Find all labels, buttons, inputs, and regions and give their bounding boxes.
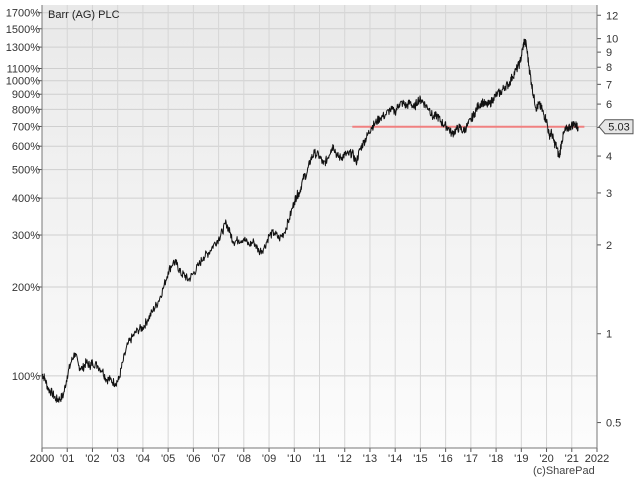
left-tick-label: 700% bbox=[12, 121, 40, 133]
left-tick-label: 1500% bbox=[6, 24, 40, 36]
left-tick-label: 200% bbox=[12, 282, 40, 294]
x-tick-label: '05 bbox=[161, 453, 175, 465]
grid bbox=[41, 5, 598, 448]
badge-shape bbox=[598, 119, 634, 135]
right-tick-label: 1 bbox=[606, 329, 612, 341]
x-tick-label: '18 bbox=[489, 453, 503, 465]
left-tick-label: 1000% bbox=[6, 76, 40, 88]
x-tick-label: '15 bbox=[413, 453, 427, 465]
x-tick-label: '12 bbox=[338, 453, 352, 465]
left-axis: 100% 200% 300% 400% 500% 600% 700% 800% 900%1000… bbox=[6, 5, 43, 448]
x-tick-label: '16 bbox=[438, 453, 452, 465]
left-tick-label: 600% bbox=[12, 141, 40, 153]
chart-title: Barr (AG) PLC bbox=[48, 9, 120, 21]
x-tick-label: 2000 bbox=[30, 453, 54, 465]
left-tick-label: 400% bbox=[12, 193, 40, 205]
left-tick-label: 1300% bbox=[6, 42, 40, 54]
x-tick-label: '19 bbox=[514, 453, 528, 465]
right-tick-label: 2 bbox=[606, 240, 612, 252]
x-tick-label: '01 bbox=[60, 453, 74, 465]
right-tick-label: 8 bbox=[606, 62, 612, 74]
right-axis: 0.51234567891012 bbox=[596, 5, 621, 448]
left-tick-label: 300% bbox=[12, 230, 40, 242]
right-tick-label: 4 bbox=[606, 151, 612, 163]
x-tick-label: '11 bbox=[313, 453, 327, 465]
x-tick-label: '10 bbox=[287, 453, 301, 465]
x-tick-label: '20 bbox=[539, 453, 553, 465]
right-tick-label: 12 bbox=[606, 10, 618, 22]
right-tick-label: 3 bbox=[606, 188, 612, 200]
left-tick-label: 100% bbox=[12, 371, 40, 383]
left-tick-label: 500% bbox=[12, 165, 40, 177]
right-tick-label: 9 bbox=[606, 47, 612, 59]
x-tick-label: '21 bbox=[565, 453, 579, 465]
left-tick-label: 800% bbox=[12, 104, 40, 116]
last-value-badge: 5.03 bbox=[598, 119, 634, 135]
x-tick-label: '17 bbox=[464, 453, 478, 465]
right-tick-label: 6 bbox=[606, 99, 612, 111]
x-tick-label: '04 bbox=[136, 453, 150, 465]
x-tick-label: '07 bbox=[211, 453, 225, 465]
right-tick-label: 10 bbox=[606, 34, 618, 46]
x-tick-label: '03 bbox=[111, 453, 125, 465]
x-tick-label: '09 bbox=[262, 453, 276, 465]
x-tick-label: '13 bbox=[363, 453, 377, 465]
right-tick-label: 7 bbox=[606, 79, 612, 91]
badge-label: 5.03 bbox=[608, 122, 629, 134]
series-line bbox=[41, 38, 579, 403]
x-tick-label: '02 bbox=[85, 453, 99, 465]
right-tick-label: 0.5 bbox=[606, 418, 621, 430]
credit-text: (c)SharePad bbox=[533, 465, 595, 477]
left-tick-label: 1100% bbox=[7, 64, 41, 76]
x-tick-label: '08 bbox=[237, 453, 251, 465]
left-tick-label: 1700% bbox=[6, 8, 40, 20]
x-tick-label: '06 bbox=[186, 453, 200, 465]
x-tick-label: '14 bbox=[388, 453, 402, 465]
x-tick-label: 2022 bbox=[585, 453, 609, 465]
x-axis: 2000 '01 '02 '03 '04 '05 '06 '07 '08 '09 '10 '11 '12… bbox=[30, 447, 609, 465]
left-tick-label: 900% bbox=[12, 89, 40, 101]
